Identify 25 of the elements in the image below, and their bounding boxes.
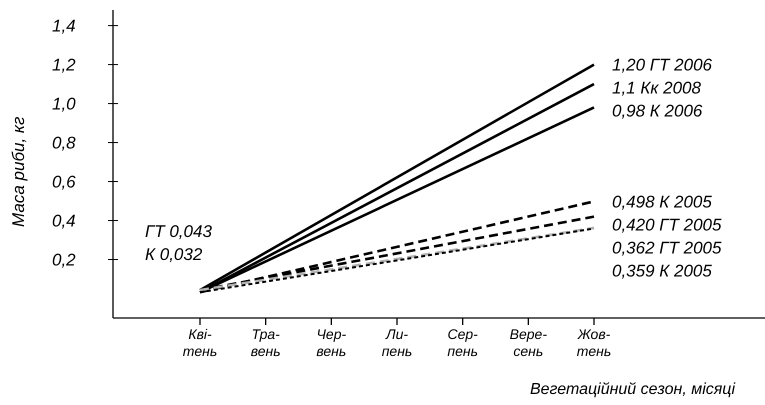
y-tick-label: 0,8 (52, 134, 76, 153)
y-tick-label: 0,4 (52, 211, 76, 230)
text: 0,498 К 2005 (612, 192, 712, 212)
x-axis-title: Вегетаційний сезон, місяці (530, 381, 736, 398)
text: 0,362 ГТ 2005 (612, 238, 722, 258)
y-tick-label: 1,0 (52, 94, 76, 114)
text: 0,420 ГТ 2005 (612, 215, 722, 234)
x-tick-label: Ли- пень (382, 326, 412, 359)
y-axis-title: Маса риби, кг (9, 116, 28, 227)
x-tick-label: Тра- вень (250, 326, 281, 359)
text: 0,359 К 2005 (612, 261, 712, 280)
y-tick-label: 0,2 (52, 250, 76, 270)
text: 1,20 ГТ 2006 (612, 56, 712, 75)
annotation: К 0,032 (145, 245, 203, 264)
y-tick-label: 0,6 (52, 172, 76, 192)
y-tick-label: 1,4 (52, 16, 76, 36)
x-tick-label: Жов- тень (576, 326, 612, 359)
x-tick-label: Чер- вень (316, 326, 346, 359)
annotation: ГТ 0,043 (145, 222, 212, 241)
y-tick-label: 1,2 (52, 56, 76, 75)
x-tick-label: Вере- сень (510, 326, 548, 359)
x-tick-label: Сер- пень (447, 326, 478, 359)
text: 1,1 Кк 2008 (612, 78, 701, 98)
text: 0,98 К 2006 (612, 102, 702, 121)
x-tick-label: Кві- тень (182, 326, 218, 359)
